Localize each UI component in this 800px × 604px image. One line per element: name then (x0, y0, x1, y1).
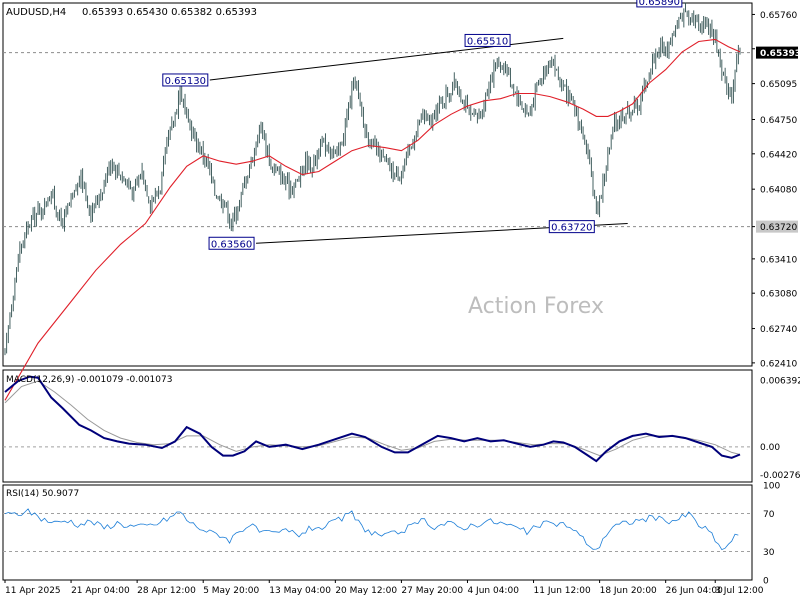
time-tick-label: 3 Jul 12:00 (715, 586, 764, 596)
rsi-tick-label: 0 (763, 577, 769, 587)
price-tick-label: 0.64750 (760, 116, 797, 126)
swing-label-box (636, 0, 683, 8)
macd-tick-label: 0.00 (760, 443, 780, 453)
rsi-tick-label: 100 (763, 482, 780, 492)
time-tick-label: 20 May 12:00 (335, 586, 397, 596)
price-tick-label: 0.63410 (760, 255, 797, 265)
time-tick-label: 4 Jun 04:00 (467, 586, 519, 596)
time-tick-label: 11 Jun 12:00 (534, 586, 591, 596)
macd-signal-line (4, 380, 741, 457)
rsi-pane[interactable] (3, 508, 752, 552)
time-tick-label: 13 May 04:00 (269, 586, 331, 596)
rsi-tick-label: 30 (763, 548, 775, 558)
rsi-line (4, 508, 739, 551)
swing-label: 0.65510 (467, 36, 508, 47)
time-tick-label: 27 May 20:00 (401, 586, 463, 596)
price-tick-label: 0.63080 (760, 290, 797, 300)
macd-tick-label: 0.006392 (760, 377, 800, 387)
time-tick-label: 28 Apr 12:00 (137, 586, 196, 596)
swing-label-box (208, 236, 255, 250)
time-tick-label: 26 Jun 04:00 (666, 586, 723, 596)
axes: 0.65760 0.65095 0.64750 0.64420 0.64080 0.634… (4, 11, 800, 596)
time-tick-label: 18 Jun 20:00 (600, 586, 657, 596)
rsi-title: RSI(14) 50.9077 (6, 489, 79, 499)
price-frame (2, 2, 753, 367)
swing-label-box (548, 220, 595, 234)
swing-label: 0.65890 (639, 0, 680, 8)
symbol-timeframe-label: AUDUSD,H4 (6, 7, 66, 18)
price-tick-label: 0.62740 (760, 325, 797, 335)
macd-title: MACD(12,26,9) -0.001079 -0.001073 (6, 375, 172, 385)
swing-label: 0.63720 (551, 223, 592, 234)
swing-label-box (162, 73, 209, 87)
price-tick-label: 0.65095 (760, 80, 797, 90)
macd-frame (2, 369, 753, 483)
time-tick-label: 5 May 20:00 (203, 586, 259, 596)
price-tick-label: 0.65760 (760, 11, 797, 21)
swing-label: 0.65130 (165, 76, 206, 87)
pane-frames (2, 2, 753, 581)
rsi-tick-label: 70 (763, 510, 775, 520)
macd-tick-label: -0.002767 (760, 471, 800, 481)
current-price-tag (756, 46, 798, 59)
price-tick-label: 0.64080 (760, 186, 797, 196)
macd-line (4, 375, 741, 463)
level-price-tag (756, 220, 798, 233)
time-tick-label: 11 Apr 2025 (5, 586, 61, 596)
price-pane[interactable]: 0.65130 0.63560 0.65510 0.63720 0.65890 (3, 0, 752, 401)
watermark: Action Forex (468, 294, 604, 319)
price-tick-label: 0.64420 (760, 150, 797, 160)
time-tick-label: 21 Apr 04:00 (71, 586, 130, 596)
macd-pane[interactable] (3, 375, 752, 463)
moving-average-line (4, 38, 741, 401)
swing-label-box (464, 33, 511, 47)
price-tick-label: 0.62410 (760, 359, 797, 369)
level-price-label: 0.63720 (760, 223, 797, 233)
swing-label: 0.63560 (211, 239, 252, 250)
ohlc-readout: 0.65393 0.65430 0.65382 0.65393 (82, 7, 257, 18)
current-price-label: 0.65393 (760, 49, 800, 59)
rsi-frame (2, 484, 753, 581)
